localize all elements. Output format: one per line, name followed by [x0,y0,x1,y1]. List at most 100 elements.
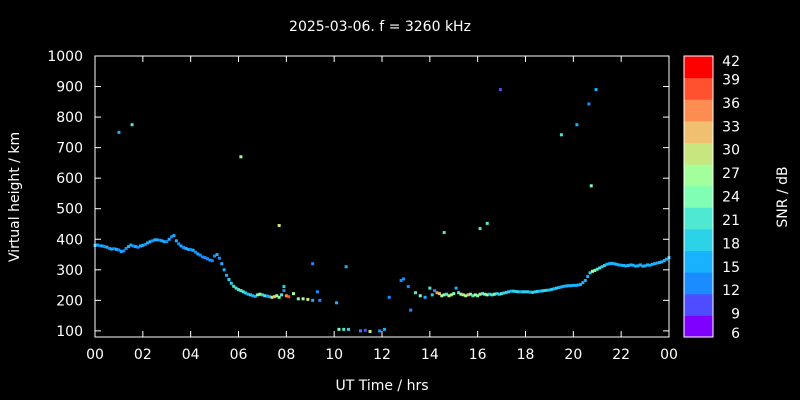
colorbar-label: SNR / dB [775,166,791,227]
data-point [564,284,568,288]
data-point [225,273,229,277]
data-point [600,265,604,269]
data-point [509,289,513,293]
data-point [275,294,279,298]
data-point [148,240,152,244]
data-point [251,294,255,298]
data-point [232,284,236,288]
data-point [220,262,224,266]
data-point [545,288,549,292]
data-point [210,259,214,263]
data-point [502,291,506,295]
x-axis: 00 02 04 06 08 10 12 14 16 18 20 22 00 [86,56,678,363]
data-point [583,278,587,282]
colorbar-tick-label: 15 [722,260,740,276]
data-point [516,290,520,294]
data-point [203,256,207,260]
data-point [622,264,626,268]
y-tick-label: 900 [56,80,83,96]
data-point [559,285,563,289]
data-point [452,292,456,296]
data-point [315,290,319,294]
data-point [160,239,164,243]
data-point [138,244,142,248]
data-point [629,263,633,267]
data-point [607,262,611,266]
data-point [268,295,272,299]
data-point [569,284,573,288]
x-tick-label: 02 [134,347,152,363]
data-point [103,245,107,249]
x-tick-label: 00 [660,347,678,363]
x-tick-label: 10 [325,347,343,363]
data-point [311,262,315,266]
x-tick-label: 00 [86,347,104,363]
data-point [595,267,599,271]
data-point [636,264,640,268]
colorbar: 6 9 12 15 18 21 24 27 30 33 36 39 42 [683,54,740,342]
data-point [533,290,537,294]
data-point [598,266,602,270]
colorbar-tick-label: 12 [722,283,740,299]
data-point [428,286,432,290]
data-point [490,293,494,297]
data-point [292,292,296,296]
data-point [229,281,233,285]
data-point [445,292,449,296]
colorbar-tick-label: 6 [731,326,740,342]
data-point [153,238,157,242]
colorbar-band [684,142,713,165]
data-point [124,246,128,250]
data-point [514,289,518,293]
data-point [594,88,598,92]
data-point [547,288,551,292]
colorbar-tick-label: 39 [722,72,740,88]
y-axis: 100 200 300 400 500 600 700 800 900 1000 [47,49,669,340]
data-point [122,249,126,253]
data-point [193,250,197,254]
data-point [253,294,257,298]
data-point [115,247,119,251]
data-point [521,290,525,294]
data-point [498,88,502,92]
data-point [174,239,178,243]
data-point [347,327,351,331]
data-point [284,294,288,298]
data-point [198,253,202,257]
data-point [619,263,623,267]
data-point [406,285,410,289]
y-tick-label: 400 [56,232,83,248]
data-point [277,224,281,228]
data-point [244,291,248,295]
data-point [488,292,492,296]
colorbar-band [684,315,713,338]
data-point [643,264,647,268]
data-point [306,297,310,301]
data-point [215,253,219,257]
data-point [105,245,109,249]
data-point [466,293,470,297]
data-point [538,289,542,293]
data-point [574,283,578,287]
data-point [535,289,539,293]
data-point [368,330,372,334]
data-point [241,290,245,294]
data-point [531,290,535,294]
y-tick-label: 300 [56,263,83,279]
data-point [449,293,453,297]
data-point [378,329,382,333]
data-point [272,295,276,299]
data-point [141,243,145,247]
colorbar-band [684,99,713,122]
data-point [213,254,217,258]
colorbar-frame [683,55,714,338]
colorbar-band [684,293,713,316]
data-point [342,327,346,331]
data-point [557,286,561,290]
data-point [265,294,269,298]
data-point [528,290,532,294]
y-tick-label: 800 [56,110,83,126]
data-point [552,287,556,291]
colorbar-band [684,164,713,187]
